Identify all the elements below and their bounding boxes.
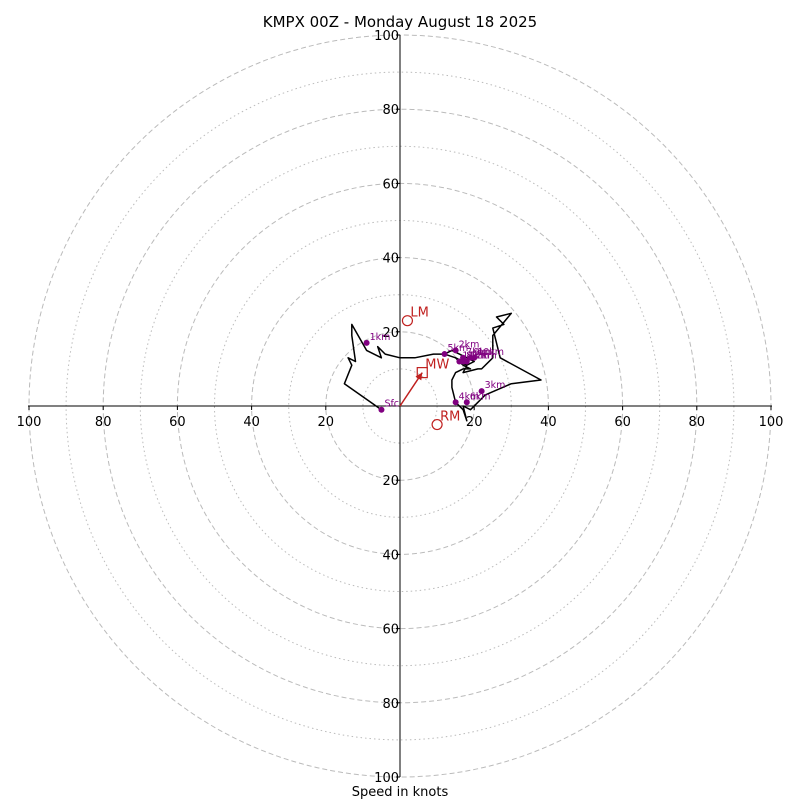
height-marker-label: 10km <box>477 347 504 358</box>
height-marker-dot <box>463 399 470 406</box>
height-markers: Sfc1km2km3km4km5km6km7km8km9km10km11km12… <box>363 332 506 413</box>
height-marker-dot <box>456 358 463 365</box>
y-tick-label: 100 <box>374 771 399 786</box>
x-tick-label: 20 <box>466 415 483 430</box>
height-marker-4km: 4km <box>452 391 480 406</box>
x-tick-label: 100 <box>759 415 784 430</box>
height-marker-dot <box>452 347 459 354</box>
height-marker-label: 11km <box>462 350 489 361</box>
height-marker-dot <box>378 406 385 413</box>
y-tick-label: 40 <box>382 252 399 267</box>
mean-wind-arrowhead <box>415 372 423 381</box>
motion-marker-label: LM <box>410 306 428 321</box>
height-marker-12km: 12km <box>463 350 497 365</box>
y-tick-label: 20 <box>382 326 399 341</box>
motion-marker-circle <box>401 315 414 327</box>
height-marker-label: 3km <box>485 380 506 391</box>
x-axis-label: Speed in knots <box>352 785 449 800</box>
height-marker-6km: 6km <box>463 391 491 406</box>
height-marker-11km: 11km <box>456 350 489 365</box>
height-marker-dot <box>441 351 448 358</box>
y-tick-label: 80 <box>382 697 399 712</box>
height-marker-dot <box>478 388 485 395</box>
height-marker-label: 4km <box>459 391 480 402</box>
height-marker-label: 5km <box>448 343 469 354</box>
height-marker-dot <box>452 399 459 406</box>
hodograph-line <box>343 312 542 422</box>
height-marker-label: Sfc <box>384 399 399 410</box>
height-marker-5km: 5km <box>441 343 469 358</box>
height-marker-dot <box>471 354 478 361</box>
height-marker-label: 1km <box>370 332 391 343</box>
x-tick-label: 20 <box>318 415 335 430</box>
x-tick-label: 80 <box>689 415 706 430</box>
y-tick-label: 100 <box>374 29 399 44</box>
height-marker-1km: 1km <box>363 332 391 346</box>
motion-marker-mw: MW <box>416 358 449 379</box>
height-marker-sfc: Sfc <box>378 399 399 413</box>
height-marker-label: 9km <box>473 347 494 358</box>
x-tick-label: 60 <box>614 415 631 430</box>
storm-motion-markers: LM MW RM <box>401 306 460 431</box>
motion-marker-lm: LM <box>401 306 429 327</box>
chart-title: KMPX 00Z - Monday August 18 2025 <box>263 13 537 31</box>
tick-labels: 100 80 60 40 20 20 40 60 80 100 100 80 60 40 20 20 40 60 8… <box>17 29 784 786</box>
y-tick-label: 20 <box>382 474 399 489</box>
height-marker-label: 7km <box>466 347 487 358</box>
height-marker-dot <box>463 358 470 365</box>
height-marker-10km: 10km <box>471 347 504 361</box>
x-tick-label: 60 <box>169 415 186 430</box>
x-tick-label: 100 <box>17 415 42 430</box>
y-tick-label: 60 <box>382 623 399 638</box>
y-tick-label: 80 <box>382 103 399 118</box>
motion-marker-label: MW <box>425 358 449 373</box>
motion-marker-label: RM <box>440 410 460 425</box>
height-marker-label: 2km <box>459 339 480 350</box>
motion-marker-rm: RM <box>431 410 460 431</box>
y-tick-label: 40 <box>382 548 399 563</box>
height-marker-2km: 2km <box>452 339 480 354</box>
y-tick-label: 60 <box>382 177 399 192</box>
height-marker-label: 6km <box>470 391 491 402</box>
height-marker-label: 12km <box>470 350 497 361</box>
height-marker-3km: 3km <box>478 380 506 395</box>
height-marker-dot <box>363 339 370 346</box>
motion-marker-circle <box>431 418 443 431</box>
x-tick-label: 80 <box>95 415 112 430</box>
x-tick-label: 40 <box>540 415 557 430</box>
motion-marker-square <box>416 367 428 379</box>
x-tick-label: 40 <box>243 415 260 430</box>
